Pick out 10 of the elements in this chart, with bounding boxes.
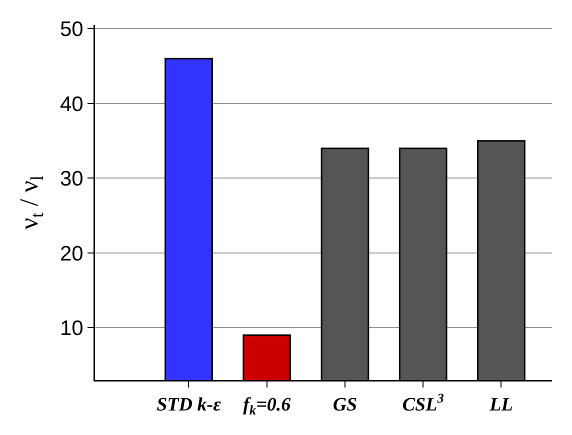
x-tick-label: STD k-ε — [156, 394, 222, 416]
y-tick-label: 30 — [60, 168, 84, 191]
x-tick-label: GS — [332, 394, 358, 416]
y-tick-label: 10 — [60, 317, 84, 340]
x-tick-label: CSL$^{3}$ — [402, 390, 444, 416]
y-tick-label: 40 — [60, 92, 84, 116]
x-tick-label: f$_{k}$=0.6 — [243, 394, 292, 418]
y-tick-label: 20 — [60, 242, 84, 266]
x-tick-label: LL — [488, 394, 513, 416]
y-tick-label: 50 — [60, 18, 84, 42]
